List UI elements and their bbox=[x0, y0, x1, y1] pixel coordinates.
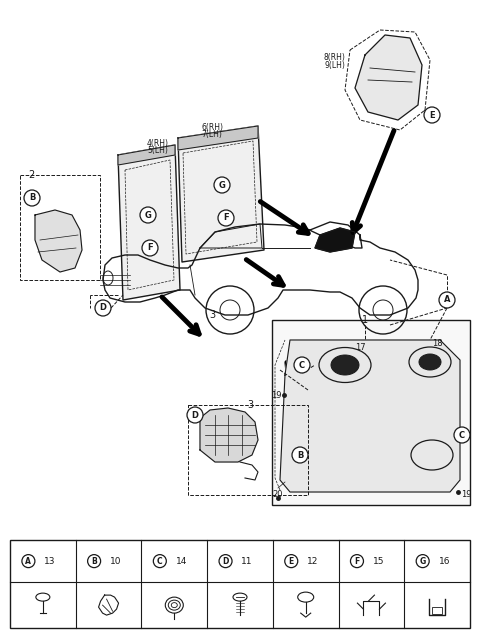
Text: 18: 18 bbox=[432, 339, 443, 348]
Text: 13: 13 bbox=[44, 557, 56, 566]
Text: 3: 3 bbox=[247, 400, 253, 410]
Text: F: F bbox=[147, 243, 153, 253]
Text: 9(LH): 9(LH) bbox=[324, 61, 345, 70]
Circle shape bbox=[292, 447, 308, 463]
Text: C: C bbox=[459, 430, 465, 439]
Polygon shape bbox=[118, 145, 180, 300]
Text: 20: 20 bbox=[273, 490, 283, 499]
Text: F: F bbox=[223, 214, 229, 222]
Text: 11: 11 bbox=[241, 557, 253, 566]
Circle shape bbox=[294, 357, 310, 373]
Text: 2: 2 bbox=[28, 170, 34, 180]
Polygon shape bbox=[35, 210, 82, 272]
Polygon shape bbox=[118, 145, 175, 165]
Bar bbox=[272, 320, 470, 505]
Circle shape bbox=[140, 207, 156, 223]
Circle shape bbox=[142, 240, 158, 256]
Text: 10: 10 bbox=[110, 557, 121, 566]
Text: C: C bbox=[299, 360, 305, 370]
Text: G: G bbox=[144, 210, 151, 219]
Text: A: A bbox=[25, 557, 31, 566]
Circle shape bbox=[218, 210, 234, 226]
Text: 7(LH): 7(LH) bbox=[202, 130, 222, 139]
Text: 16: 16 bbox=[438, 557, 450, 566]
Circle shape bbox=[214, 177, 230, 193]
Text: C: C bbox=[157, 557, 163, 566]
Polygon shape bbox=[178, 126, 264, 262]
Text: D: D bbox=[192, 411, 199, 420]
Text: 8(RH): 8(RH) bbox=[323, 53, 345, 62]
Circle shape bbox=[187, 407, 203, 423]
Text: 6(RH): 6(RH) bbox=[201, 123, 223, 132]
Text: B: B bbox=[297, 451, 303, 459]
Text: F: F bbox=[354, 557, 360, 566]
Text: G: G bbox=[420, 557, 426, 566]
Text: 19: 19 bbox=[461, 490, 471, 499]
Text: A: A bbox=[444, 296, 450, 305]
Text: E: E bbox=[288, 557, 294, 566]
Polygon shape bbox=[355, 35, 422, 120]
Circle shape bbox=[424, 107, 440, 123]
Bar bbox=[20, 175, 100, 280]
Text: 19: 19 bbox=[272, 391, 282, 399]
Text: 4(RH): 4(RH) bbox=[147, 139, 169, 148]
Text: 3: 3 bbox=[209, 310, 215, 320]
Ellipse shape bbox=[331, 355, 359, 375]
Text: 1: 1 bbox=[362, 315, 368, 325]
Polygon shape bbox=[280, 340, 460, 492]
Text: B: B bbox=[29, 193, 35, 202]
Circle shape bbox=[95, 300, 111, 316]
Text: B: B bbox=[91, 557, 97, 566]
Bar bbox=[10, 540, 470, 628]
Circle shape bbox=[24, 190, 40, 206]
Polygon shape bbox=[200, 224, 262, 248]
Text: 15: 15 bbox=[373, 557, 384, 566]
Text: D: D bbox=[99, 303, 107, 312]
Text: 12: 12 bbox=[307, 557, 318, 566]
Bar bbox=[188, 405, 308, 495]
Polygon shape bbox=[178, 126, 258, 150]
Circle shape bbox=[454, 427, 470, 443]
Ellipse shape bbox=[419, 354, 441, 370]
Text: G: G bbox=[218, 181, 226, 190]
Text: 17: 17 bbox=[355, 343, 366, 352]
Text: 5(LH): 5(LH) bbox=[147, 146, 168, 155]
Polygon shape bbox=[315, 228, 355, 252]
Bar bbox=[432, 607, 442, 614]
Text: D: D bbox=[222, 557, 229, 566]
Polygon shape bbox=[200, 408, 258, 462]
Text: E: E bbox=[429, 111, 435, 119]
Text: 14: 14 bbox=[176, 557, 187, 566]
Circle shape bbox=[439, 292, 455, 308]
